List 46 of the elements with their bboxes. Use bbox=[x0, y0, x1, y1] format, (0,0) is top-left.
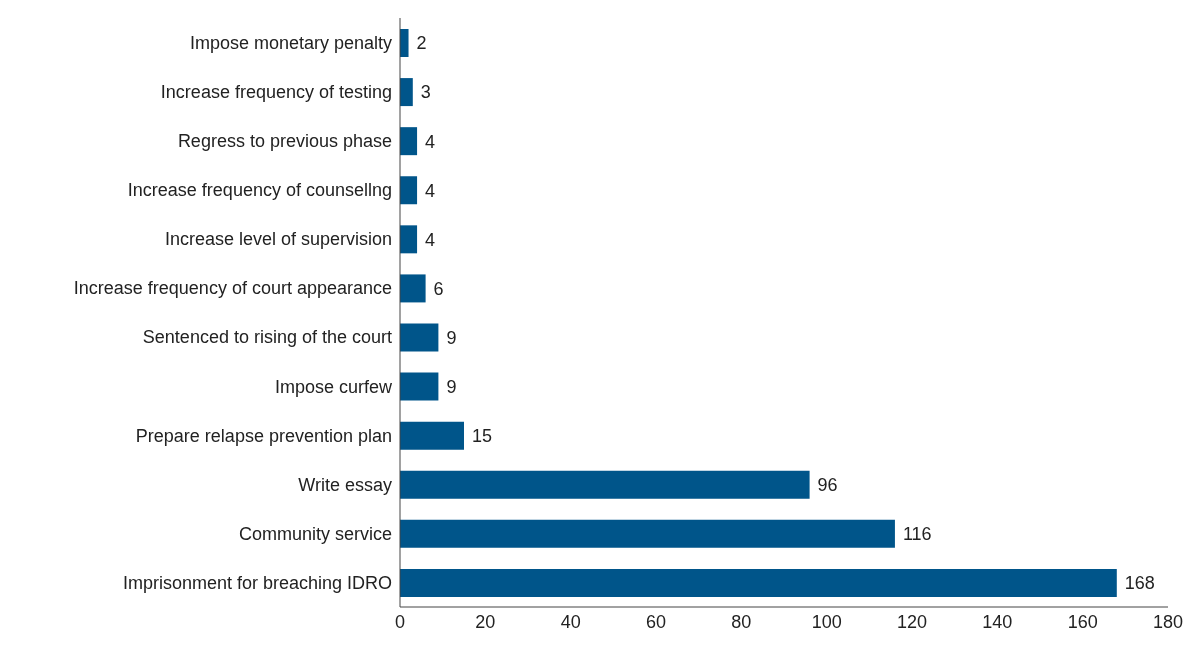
bar bbox=[400, 323, 439, 352]
data-label: 9 bbox=[446, 327, 457, 348]
data-label: 168 bbox=[1124, 573, 1155, 594]
bar bbox=[400, 519, 895, 548]
x-tick-label: 20 bbox=[475, 611, 496, 632]
data-label: 15 bbox=[472, 426, 493, 447]
bar bbox=[400, 176, 418, 205]
y-tick-label: Write essay bbox=[298, 474, 392, 495]
data-label: 9 bbox=[446, 376, 457, 397]
x-tick-label: 60 bbox=[645, 611, 667, 632]
data-label: 4 bbox=[425, 131, 436, 152]
data-label: 2 bbox=[416, 33, 427, 54]
data-label: 96 bbox=[817, 475, 838, 496]
y-tick-label: Sentenced to rising of the court bbox=[142, 327, 392, 348]
x-tick-label: 40 bbox=[560, 611, 581, 632]
y-tick-label: Increase frequency of testing bbox=[160, 82, 392, 103]
y-tick-label: Impose curfew bbox=[274, 376, 393, 397]
y-tick-label: Impose monetary penalty bbox=[189, 32, 392, 53]
y-tick-label: Regress to previous phase bbox=[177, 131, 392, 152]
bar bbox=[400, 470, 810, 499]
x-tick-label: 140 bbox=[982, 611, 1013, 632]
data-label: 4 bbox=[425, 229, 436, 250]
x-tick-label: 180 bbox=[1152, 611, 1184, 632]
data-label: 116 bbox=[902, 524, 932, 545]
data-label: 4 bbox=[425, 180, 436, 201]
bar bbox=[400, 372, 439, 401]
data-label: 6 bbox=[433, 278, 444, 299]
bar bbox=[400, 568, 1117, 597]
bar bbox=[400, 127, 418, 156]
bar bbox=[400, 225, 418, 254]
x-tick-label: 0 bbox=[394, 611, 406, 632]
bar bbox=[400, 274, 426, 303]
data-label: 3 bbox=[420, 82, 431, 103]
x-tick-label: 80 bbox=[731, 611, 752, 632]
y-tick-label: Imprisonment for breaching IDRO bbox=[122, 572, 392, 593]
x-tick-label: 100 bbox=[811, 611, 842, 632]
bar bbox=[400, 29, 409, 57]
bar bbox=[400, 78, 413, 107]
y-tick-label: Increase level of supervision bbox=[164, 229, 392, 250]
y-tick-label: Community service bbox=[238, 523, 392, 544]
y-tick-label: Increase frequency of counsellng bbox=[127, 180, 392, 201]
x-tick-label: 120 bbox=[896, 611, 928, 632]
y-tick-label: Prepare relapse prevention plan bbox=[135, 425, 392, 446]
y-tick-label: Increase frequency of court appearance bbox=[73, 278, 392, 299]
x-tick-label: 160 bbox=[1067, 611, 1098, 632]
bar bbox=[400, 421, 464, 450]
